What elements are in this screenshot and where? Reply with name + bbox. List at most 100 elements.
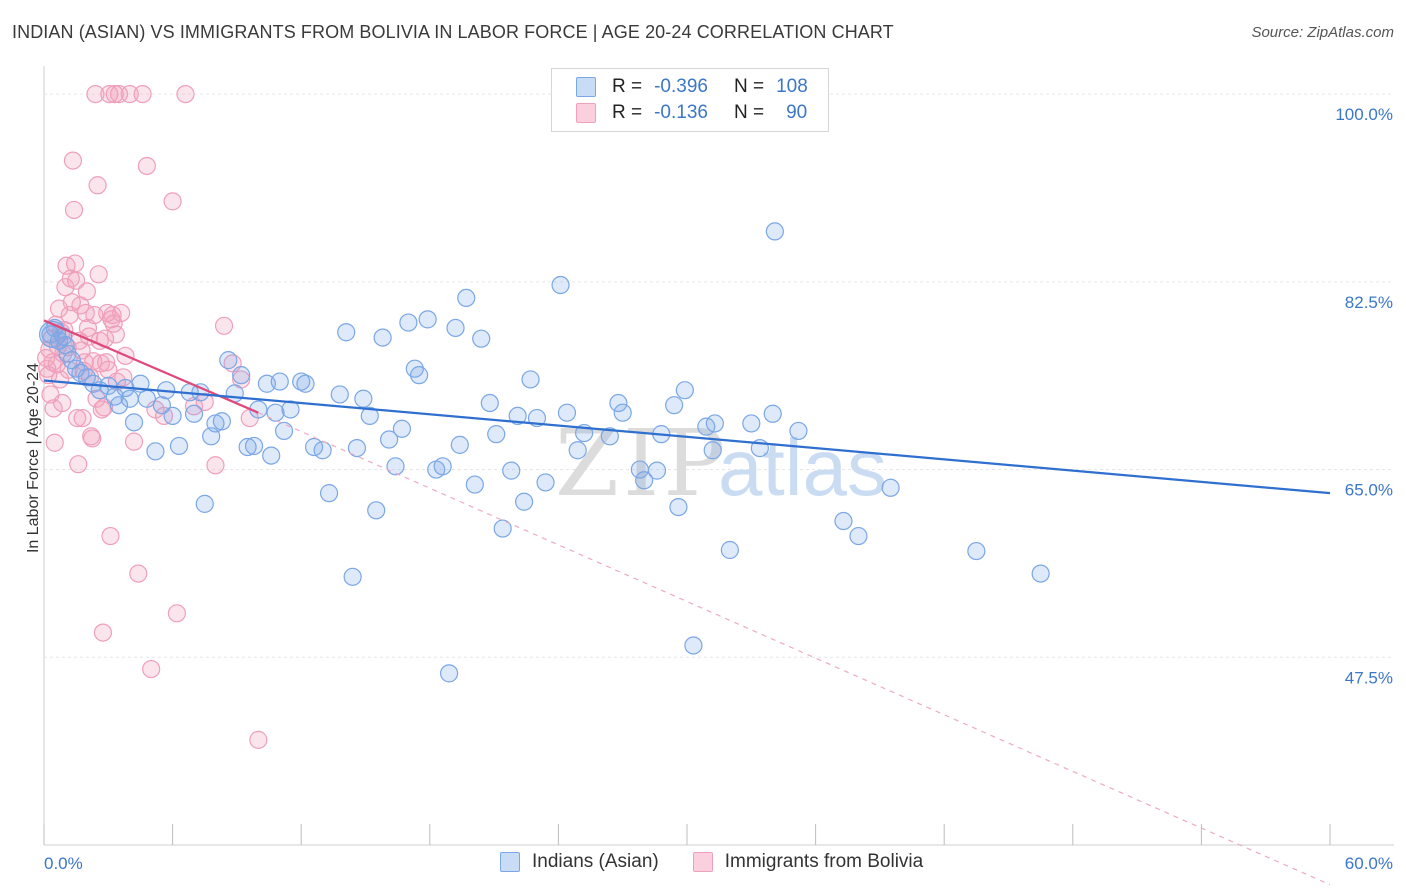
bolivia-point xyxy=(124,432,144,451)
bolivia-point xyxy=(163,192,182,211)
bolivia-point xyxy=(67,271,86,290)
indian-point xyxy=(967,541,986,561)
indian-point xyxy=(536,473,555,492)
indian-point xyxy=(613,403,632,422)
bolivia-point xyxy=(68,408,87,428)
indian-point xyxy=(457,288,476,308)
indian-point xyxy=(313,441,332,460)
indian-point xyxy=(742,414,761,433)
indian-point xyxy=(465,475,484,494)
indian-point xyxy=(330,385,349,404)
bolivia-point xyxy=(91,354,110,373)
bolivia-point xyxy=(129,564,148,583)
legend-r-label: R = xyxy=(612,102,643,123)
bolivia-point xyxy=(195,392,214,412)
indian-point xyxy=(834,511,853,531)
indian-point xyxy=(647,461,667,480)
y-axis-label: In Labor Force | Age 20-24 xyxy=(25,363,42,553)
legend-r-value: -0.396 xyxy=(654,76,708,97)
bolivia-point xyxy=(93,623,113,642)
indian-point xyxy=(508,406,527,426)
y-tick-label: 82.5% xyxy=(1345,293,1393,312)
bolivia-point xyxy=(47,355,66,374)
bolivia-point xyxy=(45,433,64,452)
indian-point xyxy=(684,636,703,655)
bolivia-point xyxy=(206,456,225,475)
bolivia-point xyxy=(97,353,116,372)
indian-point xyxy=(386,457,405,476)
indian-point xyxy=(557,403,577,422)
legend-row-bolivia: R = -0.136 N = 90 xyxy=(576,101,807,125)
indian-point xyxy=(521,370,540,389)
bolivia-point xyxy=(105,84,124,104)
indian-point xyxy=(219,351,238,370)
indian-point xyxy=(765,222,784,241)
indian-point xyxy=(244,436,264,456)
legend-r-value: -0.136 xyxy=(654,102,708,123)
indian-point xyxy=(551,275,570,295)
indian-point xyxy=(163,406,182,426)
indian-point xyxy=(763,404,782,423)
indian-point xyxy=(609,393,628,413)
bolivia-point xyxy=(88,176,107,195)
legend-n-label: N = xyxy=(733,76,765,97)
legend-n-value: 108 xyxy=(776,76,808,97)
bolivia-point xyxy=(86,84,105,104)
x-tick-label: 60.0% xyxy=(1345,854,1393,873)
bolivia-point xyxy=(109,84,129,104)
chart-title: INDIAN (ASIAN) VS IMMIGRANTS FROM BOLIVI… xyxy=(12,22,894,42)
indian-point xyxy=(296,374,315,393)
indian-point xyxy=(195,494,214,513)
indian-point xyxy=(493,519,512,538)
bolivia-point xyxy=(100,84,119,104)
indian-point xyxy=(665,396,684,415)
indian-point xyxy=(849,526,868,546)
bolivia-point xyxy=(104,314,123,333)
source-label: Source: ZipAtlas.com xyxy=(1251,24,1394,41)
indian-point xyxy=(169,436,189,456)
indian-point xyxy=(270,372,289,391)
y-tick-label: 65.0% xyxy=(1345,481,1393,500)
legend-label-indian: Indians (Asian) xyxy=(532,851,659,872)
indian-point xyxy=(1031,564,1050,583)
bolivia-point xyxy=(167,604,186,623)
bolivia-point xyxy=(56,278,75,297)
indian-point xyxy=(675,381,694,400)
indian-point xyxy=(433,457,452,476)
indian-point xyxy=(184,404,204,423)
bolivia-point xyxy=(120,84,139,104)
x-tick-label: 0.0% xyxy=(44,854,83,873)
bolivia-point xyxy=(89,265,108,284)
indian-point xyxy=(881,478,900,497)
indian-point xyxy=(703,441,722,460)
indian-point xyxy=(446,318,465,338)
bolivia-point xyxy=(73,408,92,428)
legend-swatch-bolivia xyxy=(692,852,713,872)
legend-n-label: N = xyxy=(733,102,765,123)
gridlines xyxy=(44,93,1394,658)
indian-point xyxy=(62,351,81,370)
bolivia-point xyxy=(83,429,102,448)
bolivia-point xyxy=(249,730,268,749)
bolivia-point xyxy=(72,341,91,360)
indian-point xyxy=(124,413,144,432)
indian-point xyxy=(418,310,437,329)
bolivia-point xyxy=(112,303,131,323)
legend-swatch-indian xyxy=(500,852,520,872)
indian-point xyxy=(373,328,392,347)
indian-point xyxy=(399,313,418,332)
trend-lines xyxy=(43,319,1331,886)
indian-point xyxy=(347,438,367,458)
bolivia-point xyxy=(137,156,156,176)
bolivia-trend-line xyxy=(43,319,259,414)
indian-point xyxy=(262,446,281,465)
tick-labels: 47.5% 65.0% 82.5% 100.0% 0.0% 60.0% xyxy=(44,105,1393,873)
stats-legend: R = -0.396 N = 108 R = -0.136 N = 90 xyxy=(551,68,829,132)
bolivia-point xyxy=(77,282,96,301)
bolivia-point xyxy=(114,368,133,387)
bolivia-point xyxy=(94,398,114,417)
bolivia-point xyxy=(64,200,84,220)
bolivia-point xyxy=(101,526,120,546)
indian-point xyxy=(450,435,469,454)
bolivia-point xyxy=(65,254,85,273)
